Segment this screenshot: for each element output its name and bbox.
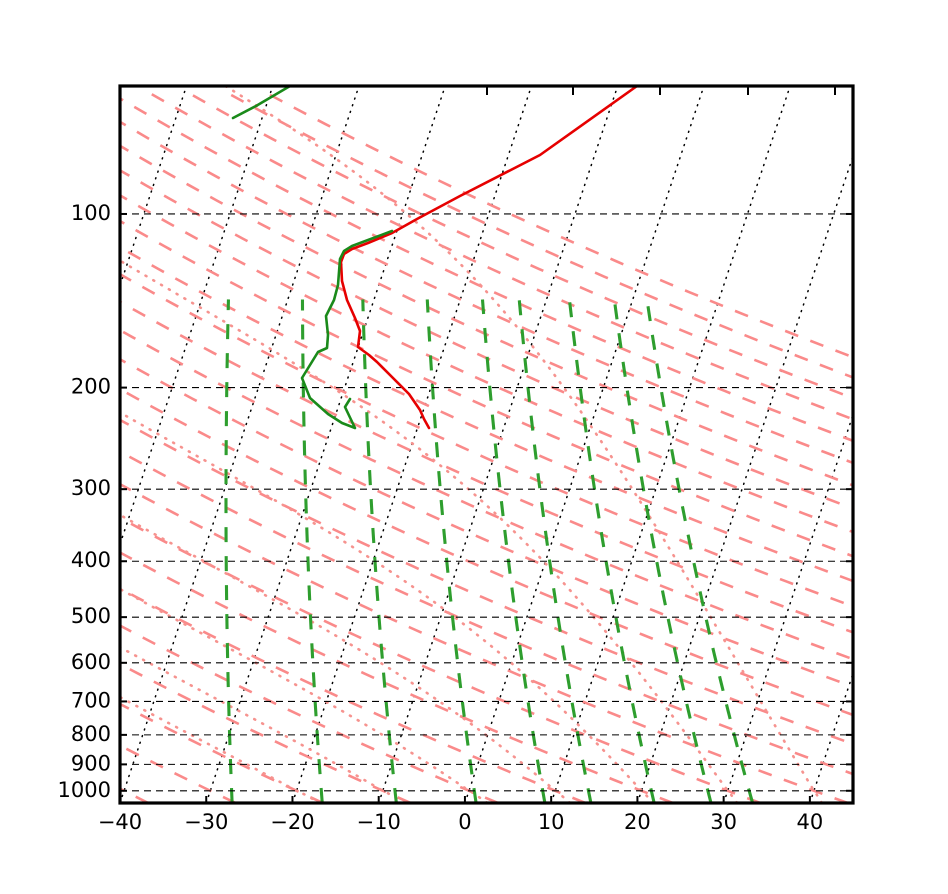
y-tick-label: 200: [71, 375, 111, 399]
isobar-grid: [120, 213, 853, 792]
y-tick-label: 800: [71, 722, 111, 746]
x-tick-label: 40: [797, 810, 824, 834]
x-tick-label: 30: [710, 810, 737, 834]
y-tick-label: 700: [71, 688, 111, 712]
axis-ticks: [119, 86, 853, 803]
sounding-profiles: [231, 86, 639, 430]
x-tick-label: 0: [458, 810, 471, 834]
dry-adiabat-grid: [120, 92, 853, 803]
x-tick-label: 10: [538, 810, 565, 834]
x-tick-label: −40: [98, 810, 142, 834]
y-tick-label: 900: [71, 751, 111, 775]
x-tick-label: −20: [270, 810, 314, 834]
y-tick-label: 300: [71, 476, 111, 500]
moist-adiabat-grid: [120, 86, 824, 803]
y-tick-label: 400: [71, 548, 111, 572]
x-tick-label: 20: [624, 810, 651, 834]
x-tick-label: −30: [184, 810, 228, 834]
y-tick-label: 100: [71, 201, 111, 225]
y-tick-label: 500: [71, 604, 111, 628]
y-tick-label: 1000: [58, 778, 111, 802]
y-tick-label: 600: [71, 650, 111, 674]
x-tick-label: −10: [357, 810, 401, 834]
